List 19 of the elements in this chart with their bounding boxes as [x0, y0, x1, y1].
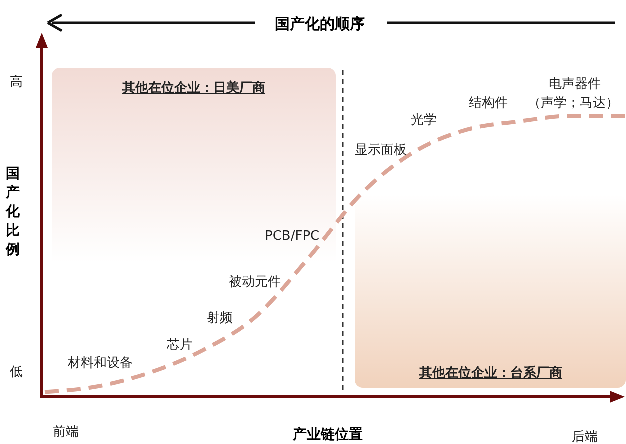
annotation: 射频 — [207, 311, 233, 326]
text: 电声器件 — [549, 77, 601, 92]
text: 后端 — [572, 430, 598, 444]
annotation: 其他在位企业：台系厂商 — [418, 365, 562, 381]
text: 前端 — [53, 425, 79, 440]
text: 其他在位企业：日美厂商 — [122, 80, 266, 96]
text: 高 — [10, 74, 23, 90]
annotation: 被动元件 — [229, 275, 281, 290]
x-axis-title: 产业链位置 — [292, 426, 363, 443]
text: 结构件 — [469, 96, 508, 111]
annotation: 显示面板 — [355, 143, 407, 158]
chart-title: 国产化的顺序 — [275, 15, 365, 33]
y-axis-title: 国产化比例 — [5, 166, 21, 258]
annotation: 光学 — [411, 113, 437, 128]
annotation: 芯片 — [166, 338, 193, 353]
text: （声学；马达） — [528, 96, 619, 111]
annotation: 材料和设备 — [67, 356, 133, 371]
text: 低 — [10, 365, 23, 380]
annotation: PCB/FPC — [265, 229, 320, 244]
